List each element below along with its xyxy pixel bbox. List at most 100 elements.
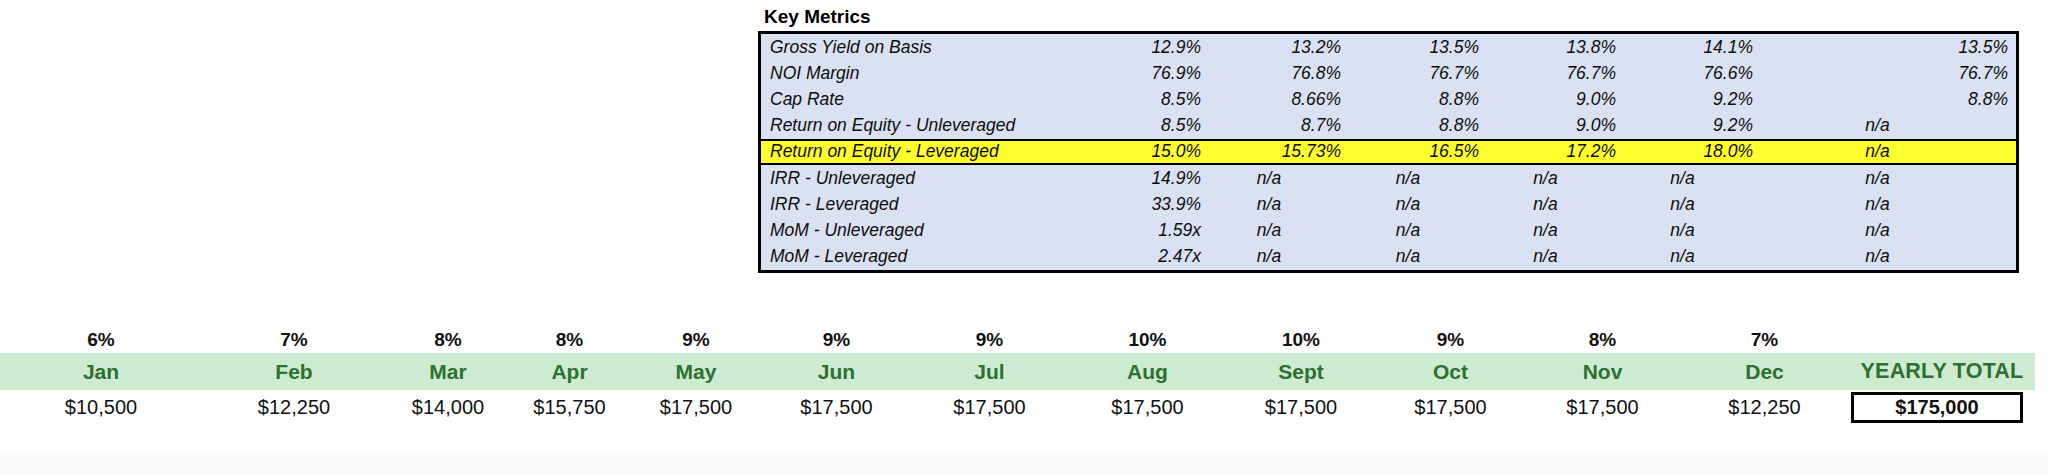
- metric-value-cell[interactable]: 8.7%: [1211, 115, 1351, 136]
- month-header-cell[interactable]: Feb: [202, 353, 386, 390]
- month-value-cell[interactable]: $17,500: [910, 390, 1069, 424]
- month-percent-cell[interactable]: 9%: [1376, 329, 1525, 351]
- metric-value-cell[interactable]: n/a: [1211, 194, 1351, 215]
- month-value-cell[interactable]: $17,500: [1069, 390, 1226, 424]
- month-header-cell[interactable]: Mar: [386, 353, 510, 390]
- month-percent-cell[interactable]: 8%: [1525, 329, 1680, 351]
- metric-value-cell[interactable]: 76.8%: [1211, 63, 1351, 84]
- month-header-cell[interactable]: Aug: [1069, 353, 1226, 390]
- metric-value-cell[interactable]: 8.5%: [1072, 89, 1211, 110]
- metric-value-cell[interactable]: n/a: [1626, 220, 1763, 241]
- metric-value-cell[interactable]: n/a: [1626, 168, 1763, 189]
- metric-label[interactable]: MoM - Leveraged: [761, 246, 1072, 267]
- month-value-cell[interactable]: $17,500: [1376, 390, 1525, 424]
- metric-value-cell[interactable]: 2.47x: [1072, 246, 1211, 267]
- metric-value-cell[interactable]: 8.66%: [1211, 89, 1351, 110]
- metric-value-cell[interactable]: n/a: [1489, 220, 1626, 241]
- metric-value-cell[interactable]: n/a: [1351, 194, 1489, 215]
- metric-value-cell[interactable]: 1.59x: [1072, 220, 1211, 241]
- metric-value-cell[interactable]: n/a: [1489, 168, 1626, 189]
- metric-value-cell[interactable]: 18.0%: [1626, 141, 1763, 162]
- month-percent-cell[interactable]: 9%: [910, 329, 1069, 351]
- metric-value-cell[interactable]: n/a: [1626, 194, 1763, 215]
- metric-label[interactable]: MoM - Unleveraged: [761, 220, 1072, 241]
- month-value-cell[interactable]: $14,000: [386, 390, 510, 424]
- metric-value-cell[interactable]: 17.2%: [1489, 141, 1626, 162]
- month-header-cell[interactable]: May: [629, 353, 763, 390]
- month-percent-cell[interactable]: 7%: [202, 329, 386, 351]
- metric-value-cell[interactable]: 8.8%: [1351, 89, 1489, 110]
- metric-value-cell[interactable]: n/a: [1351, 220, 1489, 241]
- month-header-cell[interactable]: Jun: [763, 353, 910, 390]
- metric-value-cell[interactable]: 15.0%: [1072, 141, 1211, 162]
- month-percent-cell[interactable]: 9%: [629, 329, 763, 351]
- metric-label[interactable]: NOI Margin: [761, 63, 1072, 84]
- month-header-cell[interactable]: Oct: [1376, 353, 1525, 390]
- month-header-cell[interactable]: Dec: [1680, 353, 1849, 390]
- metric-value-cell[interactable]: n/a: [1763, 141, 2016, 162]
- metric-value-cell[interactable]: 13.5%: [1763, 37, 2016, 58]
- metric-label[interactable]: IRR - Unleveraged: [761, 168, 1072, 189]
- metric-value-cell[interactable]: 8.8%: [1351, 115, 1489, 136]
- month-percent-cell[interactable]: 7%: [1680, 329, 1849, 351]
- month-percent-cell[interactable]: 9%: [763, 329, 910, 351]
- metric-value-cell[interactable]: 13.5%: [1351, 37, 1489, 58]
- month-percent-cell[interactable]: 8%: [510, 329, 629, 351]
- metric-value-cell[interactable]: n/a: [1763, 115, 2016, 136]
- metric-value-cell[interactable]: n/a: [1763, 168, 2016, 189]
- metric-value-cell[interactable]: n/a: [1763, 246, 2016, 267]
- metric-value-cell[interactable]: n/a: [1763, 220, 2016, 241]
- month-percent-cell[interactable]: 10%: [1069, 329, 1226, 351]
- metric-label[interactable]: Gross Yield on Basis: [761, 37, 1072, 58]
- metric-value-cell[interactable]: 76.9%: [1072, 63, 1211, 84]
- metric-value-cell[interactable]: 14.1%: [1626, 37, 1763, 58]
- metric-value-cell[interactable]: n/a: [1211, 220, 1351, 241]
- metric-value-cell[interactable]: 9.0%: [1489, 89, 1626, 110]
- month-value-cell[interactable]: $10,500: [0, 390, 202, 424]
- month-value-cell[interactable]: $17,500: [763, 390, 910, 424]
- month-header-cell[interactable]: Sept: [1226, 353, 1376, 390]
- metric-value-cell[interactable]: 76.7%: [1351, 63, 1489, 84]
- month-percent-cell[interactable]: 8%: [386, 329, 510, 351]
- metric-value-cell[interactable]: n/a: [1211, 246, 1351, 267]
- yearly-total-value[interactable]: $175,000: [1851, 392, 2023, 423]
- metric-value-cell[interactable]: 33.9%: [1072, 194, 1211, 215]
- metric-value-cell[interactable]: n/a: [1489, 194, 1626, 215]
- month-value-cell[interactable]: $17,500: [629, 390, 763, 424]
- metric-value-cell[interactable]: 9.2%: [1626, 115, 1763, 136]
- metric-value-cell[interactable]: 9.0%: [1489, 115, 1626, 136]
- metric-label[interactable]: Cap Rate: [761, 89, 1072, 110]
- metric-value-cell[interactable]: n/a: [1211, 168, 1351, 189]
- metric-value-cell[interactable]: 15.73%: [1211, 141, 1351, 162]
- metric-label[interactable]: Return on Equity - Leveraged: [761, 141, 1072, 162]
- metric-value-cell[interactable]: 13.2%: [1211, 37, 1351, 58]
- metric-value-cell[interactable]: 76.6%: [1626, 63, 1763, 84]
- metric-value-cell[interactable]: n/a: [1351, 246, 1489, 267]
- month-header-cell[interactable]: Jul: [910, 353, 1069, 390]
- metric-value-cell[interactable]: n/a: [1351, 168, 1489, 189]
- metric-value-cell[interactable]: 13.8%: [1489, 37, 1626, 58]
- metric-value-cell[interactable]: 12.9%: [1072, 37, 1211, 58]
- month-value-cell[interactable]: $12,250: [202, 390, 386, 424]
- month-value-cell[interactable]: $17,500: [1525, 390, 1680, 424]
- metric-value-cell[interactable]: 14.9%: [1072, 168, 1211, 189]
- metric-label[interactable]: Return on Equity - Unleveraged: [761, 115, 1072, 136]
- metric-value-cell[interactable]: 76.7%: [1489, 63, 1626, 84]
- metric-value-cell[interactable]: n/a: [1489, 246, 1626, 267]
- metric-value-cell[interactable]: 76.7%: [1763, 63, 2016, 84]
- month-header-cell[interactable]: Jan: [0, 353, 202, 390]
- month-value-cell[interactable]: $17,500: [1226, 390, 1376, 424]
- month-header-cell[interactable]: Nov: [1525, 353, 1680, 390]
- month-header-cell[interactable]: Apr: [510, 353, 629, 390]
- month-percent-cell[interactable]: 10%: [1226, 329, 1376, 351]
- metric-value-cell[interactable]: 8.5%: [1072, 115, 1211, 136]
- metric-value-cell[interactable]: 8.8%: [1763, 89, 2016, 110]
- metric-label[interactable]: IRR - Leveraged: [761, 194, 1072, 215]
- metric-value-cell[interactable]: 9.2%: [1626, 89, 1763, 110]
- month-percent-cell[interactable]: 6%: [0, 329, 202, 351]
- month-value-cell[interactable]: $15,750: [510, 390, 629, 424]
- metric-value-cell[interactable]: n/a: [1626, 246, 1763, 267]
- metric-value-cell[interactable]: 16.5%: [1351, 141, 1489, 162]
- month-value-cell[interactable]: $12,250: [1680, 390, 1849, 424]
- metric-value-cell[interactable]: n/a: [1763, 194, 2016, 215]
